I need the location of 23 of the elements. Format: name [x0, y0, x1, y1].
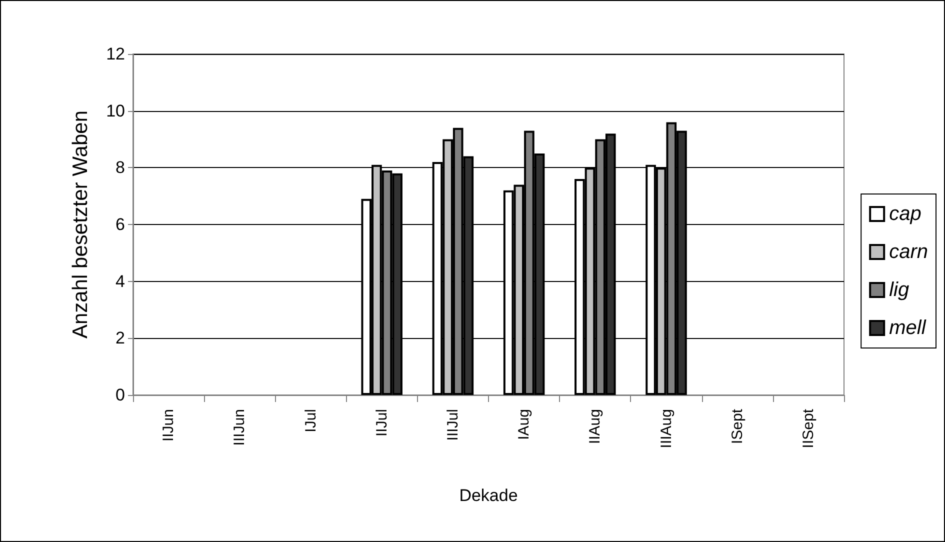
- x-tick-label: IIAug: [586, 409, 604, 444]
- y-tick-label: 12: [106, 44, 125, 64]
- x-axis-title: Dekade: [459, 486, 518, 505]
- x-tick-label: IIJul: [373, 409, 390, 437]
- y-tick-label: 6: [116, 215, 125, 234]
- x-tick-label: IISept: [800, 408, 817, 448]
- y-axis-title: Anzahl besetzter Waben: [69, 110, 92, 339]
- legend-label: cap: [889, 203, 922, 225]
- x-tick-label: IAug: [516, 409, 533, 440]
- y-tick-label: 10: [106, 101, 125, 120]
- legend-label: mell: [889, 317, 926, 339]
- y-tick-label: 2: [116, 328, 125, 348]
- y-tick-label: 0: [116, 386, 125, 404]
- x-tick-label: IIIJul: [444, 409, 462, 441]
- legend-label: carn: [889, 241, 928, 263]
- x-tick-label: IIJun: [160, 409, 178, 442]
- x-tick-label: ISept: [728, 408, 746, 444]
- y-tick-label: 4: [116, 272, 125, 291]
- x-tick-label: IIIJun: [231, 409, 248, 446]
- x-tick-label: IJul: [302, 409, 320, 432]
- legend-label: lig: [889, 279, 910, 301]
- x-tick-label: IIIAug: [658, 409, 675, 448]
- y-tick-label: 8: [116, 158, 125, 178]
